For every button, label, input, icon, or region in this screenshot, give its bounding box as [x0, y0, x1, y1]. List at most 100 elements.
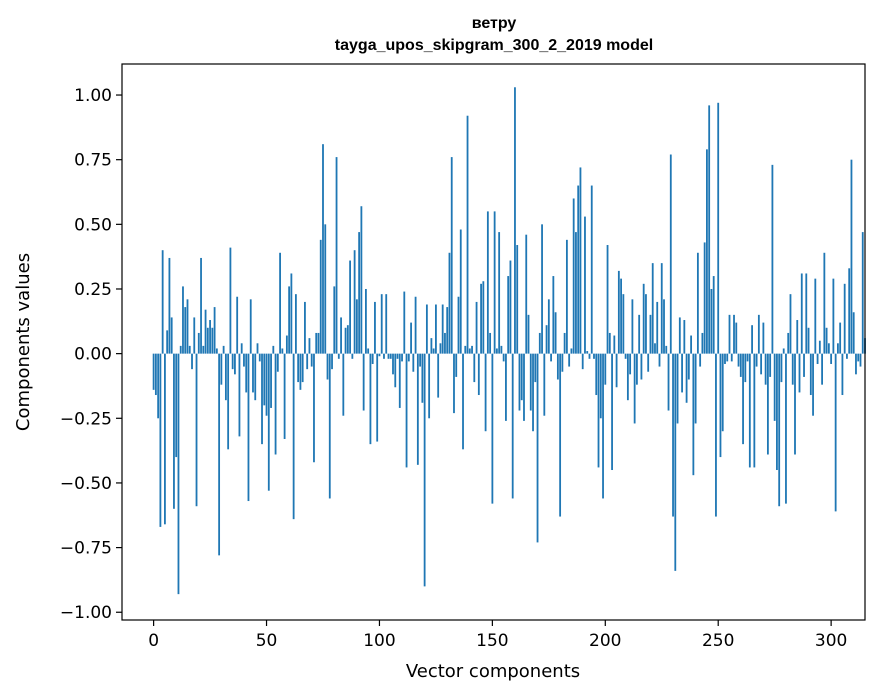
bar-15	[186, 299, 189, 354]
bar-45	[254, 353, 257, 401]
bar-159	[511, 353, 514, 499]
bar-21	[200, 257, 202, 354]
bar-222	[654, 343, 656, 354]
bar-25	[209, 320, 211, 354]
bars-group	[152, 87, 866, 595]
bar-282	[789, 294, 792, 354]
bar-157	[507, 276, 510, 354]
bar-197	[597, 353, 600, 468]
bar-232	[676, 353, 679, 424]
bar-266	[753, 353, 756, 468]
bar-136	[459, 229, 462, 354]
bar-86	[346, 325, 349, 354]
bar-306	[843, 283, 846, 354]
bar-175	[547, 299, 550, 354]
bar-105	[389, 353, 392, 359]
bar-114	[410, 322, 412, 354]
bar-80	[333, 286, 336, 354]
chart-title-line-2: tayga_upos_skipgram_300_2_2019 model	[335, 37, 653, 54]
bar-51	[267, 353, 270, 491]
bar-77	[326, 353, 329, 380]
bar-188	[577, 185, 580, 354]
bar-189	[579, 167, 582, 354]
bar-238	[690, 335, 693, 354]
bar-37	[236, 296, 239, 354]
bar-43	[249, 299, 252, 354]
chart-title-line-1: ветру	[472, 15, 517, 32]
plot-frame	[121, 63, 866, 621]
bar-154	[500, 345, 503, 354]
bar-263	[746, 353, 749, 362]
bar-240	[694, 353, 697, 424]
bar-11	[177, 353, 180, 595]
bar-35	[231, 353, 234, 370]
bar-296	[821, 353, 823, 385]
bar-289	[805, 273, 808, 354]
bar-116	[414, 296, 417, 354]
bar-241	[696, 252, 699, 354]
bar-277	[778, 353, 781, 507]
bar-34	[229, 247, 232, 354]
bar-229	[669, 154, 672, 354]
bar-7	[168, 257, 171, 354]
bar-286	[798, 353, 801, 393]
bar-292	[812, 353, 814, 416]
bar-110	[401, 353, 403, 362]
bar-121	[425, 304, 428, 354]
bar-57	[281, 348, 284, 354]
bar-131	[448, 252, 451, 354]
bar-96	[369, 353, 372, 445]
bar-124	[432, 348, 435, 354]
bar-265	[751, 325, 753, 354]
bar-78	[328, 353, 331, 499]
x-tick-label: 150	[476, 631, 508, 651]
bar-58	[283, 353, 286, 439]
bar-19	[195, 353, 198, 507]
bar-275	[773, 353, 776, 421]
bar-33	[227, 353, 230, 450]
bar-8	[170, 317, 173, 354]
y-tick-label: 0.00	[74, 345, 112, 365]
bar-221	[651, 263, 654, 354]
bar-150	[491, 353, 494, 504]
bar-312	[857, 353, 860, 362]
bar-50	[265, 353, 268, 416]
bar-129	[444, 332, 446, 354]
bar-216	[640, 353, 643, 380]
bar-281	[787, 332, 790, 354]
bar-252	[721, 353, 724, 432]
bar-94	[365, 288, 367, 354]
bar-48	[261, 353, 263, 445]
bar-72	[315, 332, 318, 354]
bar-137	[462, 353, 464, 450]
bar-75	[322, 144, 324, 354]
y-tick-label: 1.00	[74, 86, 112, 106]
bar-179	[556, 353, 559, 380]
bar-127	[439, 343, 442, 354]
bar-32	[224, 353, 227, 401]
bar-95	[367, 348, 370, 354]
bar-113	[407, 353, 410, 362]
bar-199	[602, 353, 604, 499]
bar-123	[430, 338, 433, 354]
y-tick-label: 0.50	[74, 215, 112, 235]
bar-67	[304, 301, 306, 354]
bar-177	[552, 276, 555, 354]
bar-298	[825, 327, 828, 354]
bar-280	[785, 353, 787, 504]
bar-304	[839, 322, 842, 354]
bar-145	[480, 283, 482, 354]
bar-144	[477, 353, 480, 396]
bar-66	[301, 353, 304, 383]
bar-186	[572, 198, 575, 354]
bar-294	[816, 353, 819, 364]
bar-132	[450, 157, 453, 354]
bar-211	[629, 353, 632, 375]
bar-212	[631, 299, 634, 354]
bar-287	[800, 273, 803, 354]
bar-228	[667, 353, 670, 411]
bar-239	[692, 353, 695, 476]
bar-101	[380, 294, 383, 354]
bar-74	[319, 239, 322, 354]
bar-204	[613, 335, 616, 354]
